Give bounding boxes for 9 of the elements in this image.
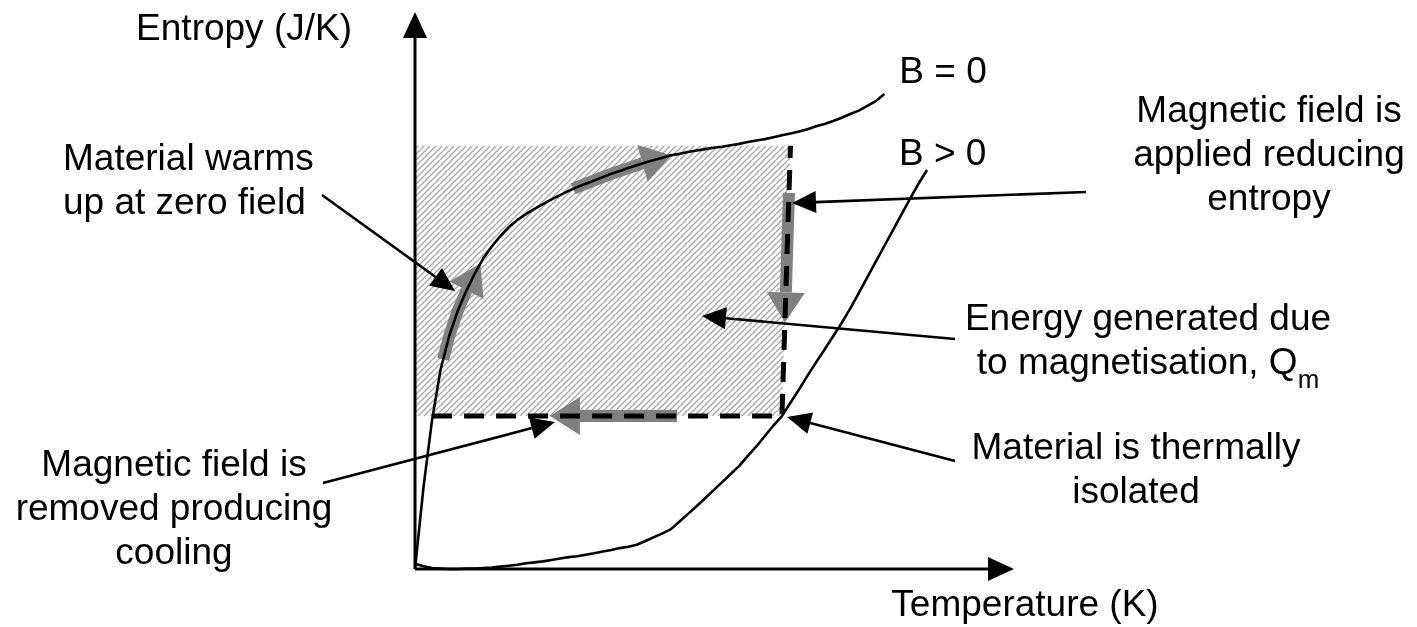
text: Magnetic field is removed producing cooling bbox=[15, 443, 333, 572]
y-axis-title: Entropy (J/K) bbox=[136, 7, 352, 48]
series-label: B = 0 bbox=[899, 50, 987, 91]
text: Material warms up at zero field bbox=[63, 137, 314, 222]
text: Energy generated due to magnetisation, Q$_{m}$ bbox=[964, 297, 1332, 393]
text: Material is thermally isolated bbox=[971, 426, 1301, 511]
x-axis-title: Temperature (K) bbox=[891, 583, 1159, 624]
series-label: B > 0 bbox=[899, 132, 987, 173]
text: Magnetic field is applied reducing entropy bbox=[1133, 89, 1405, 218]
